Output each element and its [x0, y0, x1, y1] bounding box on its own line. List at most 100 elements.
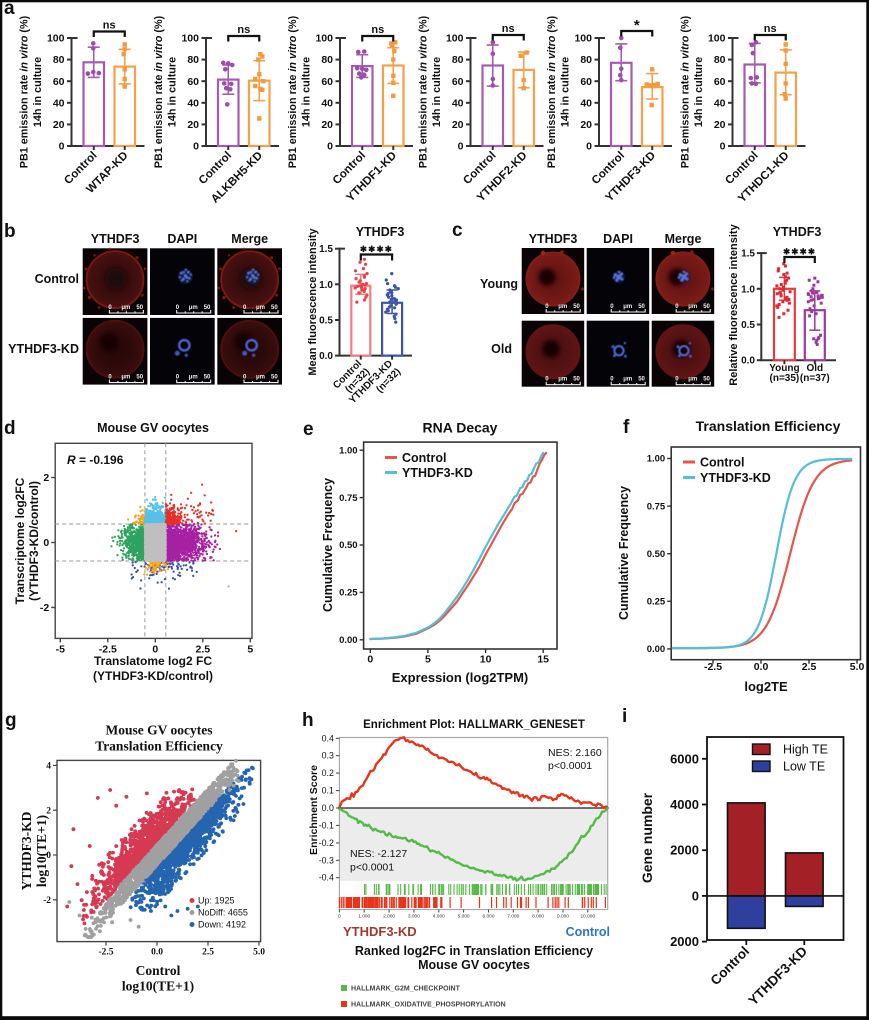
svg-text:0: 0: [545, 377, 549, 383]
svg-text:Relative fluorescence intensit: Relative fluorescence intensity: [728, 223, 740, 385]
svg-text:0.2: 0.2: [322, 768, 334, 778]
svg-text:NoDiff: 4655: NoDiff: 4655: [198, 908, 248, 918]
svg-text:2.5: 2.5: [202, 948, 214, 958]
svg-text:i: i: [622, 706, 627, 727]
svg-text:80: 80: [714, 54, 726, 66]
svg-text:80: 80: [321, 54, 333, 66]
svg-text:1.000: 1.000: [358, 914, 370, 920]
svg-text:PB1 emission rate in vitro (%): PB1 emission rate in vitro (%): [546, 15, 558, 168]
svg-text:0: 0: [675, 377, 679, 383]
svg-text:0.75: 0.75: [647, 501, 666, 512]
svg-text:100: 100: [181, 33, 199, 45]
svg-text:Young: Young: [480, 277, 518, 291]
svg-text:4000: 4000: [670, 797, 699, 812]
svg-text:0: 0: [243, 375, 247, 381]
svg-text:Low TE: Low TE: [783, 760, 825, 774]
svg-text:40: 40: [714, 97, 726, 109]
svg-text:10.000: 10.000: [580, 914, 595, 920]
svg-text:μm: μm: [189, 375, 198, 381]
svg-text:0: 0: [176, 305, 180, 311]
svg-text:log10(TE+1): log10(TE+1): [34, 815, 49, 887]
svg-text:e: e: [303, 419, 314, 440]
svg-text:c: c: [452, 220, 463, 241]
svg-text:Expression (log2TPM): Expression (log2TPM): [392, 670, 529, 685]
svg-text:✱✱✱✱: ✱✱✱✱: [783, 247, 816, 257]
svg-text:0.3: 0.3: [322, 751, 334, 761]
svg-text:100: 100: [47, 33, 65, 45]
svg-text:0.25: 0.25: [339, 588, 358, 599]
svg-text:5.000: 5.000: [458, 914, 470, 920]
svg-text:0.0: 0.0: [151, 948, 163, 958]
svg-text:-0.2: -0.2: [319, 838, 334, 848]
svg-text:50: 50: [638, 377, 645, 383]
svg-text:1.5: 1.5: [741, 249, 755, 260]
svg-text:50: 50: [204, 375, 211, 381]
svg-text:0: 0: [243, 305, 247, 311]
svg-text:(n=37): (n=37): [800, 373, 830, 384]
svg-text:0: 0: [545, 304, 549, 310]
svg-text:50: 50: [638, 304, 645, 310]
svg-text:YTHDF3: YTHDF3: [773, 225, 822, 239]
svg-text:50: 50: [271, 305, 278, 311]
svg-text:6.000: 6.000: [482, 914, 494, 920]
svg-text:20: 20: [321, 119, 333, 131]
svg-text:1.0: 1.0: [741, 284, 755, 295]
svg-text:PB1 emission rate in vitro (%): PB1 emission rate in vitro (%): [680, 15, 692, 168]
svg-text:-2.5: -2.5: [99, 643, 117, 655]
svg-text:0: 0: [610, 377, 614, 383]
svg-text:0: 0: [46, 851, 51, 861]
svg-text:40: 40: [53, 97, 65, 109]
svg-text:Enrichment Score: Enrichment Score: [308, 765, 320, 855]
svg-text:9.000: 9.000: [557, 914, 569, 920]
svg-text:2.5: 2.5: [195, 643, 210, 655]
svg-text:ns: ns: [103, 20, 116, 32]
svg-text:50: 50: [703, 377, 710, 383]
svg-text:80: 80: [580, 54, 592, 66]
svg-text:50: 50: [703, 304, 710, 310]
svg-text:-5: -5: [56, 643, 65, 655]
svg-text:2.000: 2.000: [383, 914, 395, 920]
svg-text:60: 60: [714, 76, 726, 88]
svg-text:50: 50: [573, 304, 580, 310]
svg-text:(n=35): (n=35): [770, 373, 800, 384]
svg-text:μm: μm: [623, 304, 632, 310]
svg-text:YTHDF3: YTHDF3: [356, 225, 405, 239]
svg-text:0: 0: [108, 305, 112, 311]
svg-text:0.50: 0.50: [339, 540, 358, 551]
svg-text:10: 10: [480, 654, 492, 666]
svg-text:*: *: [634, 17, 640, 34]
svg-text:Control: Control: [700, 456, 744, 470]
svg-text:p<0.0001: p<0.0001: [548, 760, 592, 772]
svg-text:μm: μm: [688, 304, 697, 310]
svg-text:40: 40: [321, 97, 333, 109]
svg-text:3.000: 3.000: [408, 914, 420, 920]
svg-text:2000: 2000: [670, 934, 699, 949]
svg-text:b: b: [4, 221, 16, 242]
svg-text:log10(TE+1): log10(TE+1): [122, 979, 194, 994]
svg-text:0: 0: [692, 888, 699, 903]
svg-text:0.5: 0.5: [741, 320, 755, 331]
svg-text:Up: 1925: Up: 1925: [198, 896, 235, 906]
svg-text:Transcriptome log2FC: Transcriptome log2FC: [13, 477, 27, 604]
svg-text:0: 0: [59, 141, 65, 153]
svg-text:Control: Control: [402, 451, 446, 465]
svg-text:0.0: 0.0: [319, 351, 333, 362]
svg-text:14h in culture: 14h in culture: [301, 57, 313, 127]
svg-text:0.00: 0.00: [339, 635, 358, 646]
svg-text:20: 20: [187, 119, 199, 131]
svg-text:50: 50: [136, 305, 143, 311]
svg-text:PB1 emission rate in vitro (%): PB1 emission rate in vitro (%): [418, 15, 430, 168]
svg-text:μm: μm: [121, 305, 130, 311]
svg-text:1.00: 1.00: [339, 445, 358, 456]
svg-text:0.0: 0.0: [322, 803, 334, 813]
svg-text:2: 2: [46, 806, 51, 816]
svg-text:60: 60: [452, 76, 464, 88]
svg-text:a: a: [4, 0, 15, 19]
svg-text:2.5: 2.5: [802, 661, 817, 673]
svg-text:0.25: 0.25: [647, 597, 666, 608]
svg-text:0.5: 0.5: [319, 316, 333, 327]
svg-text:20: 20: [580, 119, 592, 131]
svg-text:d: d: [4, 418, 16, 439]
svg-text:60: 60: [187, 76, 199, 88]
svg-text:NES: -2.127: NES: -2.127: [350, 848, 407, 860]
